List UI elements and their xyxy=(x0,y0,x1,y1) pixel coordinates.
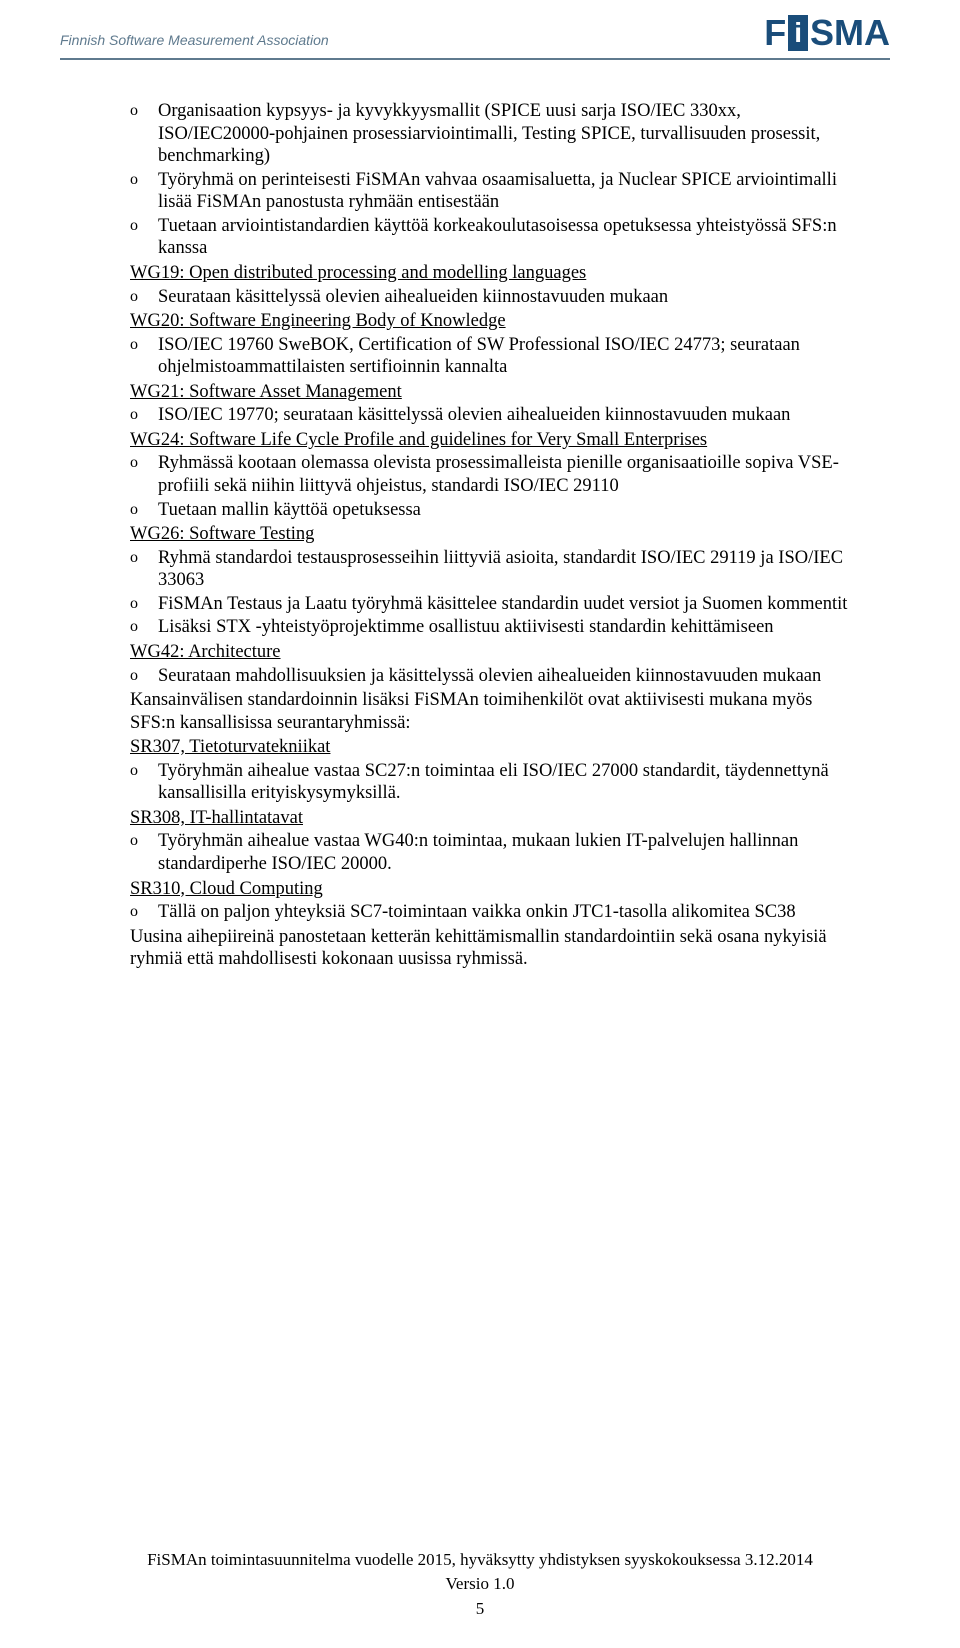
list-item: o Ryhmä standardoi testausprosesseihin l… xyxy=(130,547,850,592)
bullet-icon: o xyxy=(130,405,138,425)
item-text: FiSMAn Testaus ja Laatu työryhmä käsitte… xyxy=(158,594,847,614)
bullet-icon: o xyxy=(130,594,138,614)
bullet-icon: o xyxy=(130,453,138,473)
bullet-icon: o xyxy=(130,666,138,686)
bullet-icon: o xyxy=(130,831,138,851)
item-text: Tällä on paljon yhteyksiä SC7-toimintaan… xyxy=(158,902,796,922)
sr308-heading: SR308, IT-hallintatavat xyxy=(130,807,850,830)
paragraph: Uusina aihepiireinä panostetaan ketterän… xyxy=(130,926,850,971)
wg19-heading: WG19: Open distributed processing and mo… xyxy=(130,262,850,285)
item-text: Ryhmässä kootaan olemassa olevista prose… xyxy=(158,453,839,496)
header-divider xyxy=(60,58,890,60)
item-text: Työryhmän aihealue vastaa WG40:n toimint… xyxy=(158,831,798,874)
list-item: o Työryhmä on perinteisesti FiSMAn vahva… xyxy=(130,169,850,214)
bullet-icon: o xyxy=(130,500,138,520)
item-text: ISO/IEC 19760 SweBOK, Certification of S… xyxy=(158,335,800,378)
list-item: o Työryhmän aihealue vastaa WG40:n toimi… xyxy=(130,830,850,875)
page-footer: FiSMAn toimintasuunnitelma vuodelle 2015… xyxy=(0,1549,960,1620)
bullet-icon: o xyxy=(130,902,138,922)
list-item: o ISO/IEC 19760 SweBOK, Certification of… xyxy=(130,334,850,379)
page-number: 5 xyxy=(0,1598,960,1620)
wg21-heading: WG21: Software Asset Management xyxy=(130,381,850,404)
bullet-icon: o xyxy=(130,216,138,236)
item-text: Työryhmän aihealue vastaa SC27:n toimint… xyxy=(158,761,829,804)
logo: F i SMA xyxy=(764,12,890,54)
list-item: o Lisäksi STX -yhteistyöprojektimme osal… xyxy=(130,616,850,639)
list-item: o Työryhmän aihealue vastaa SC27:n toimi… xyxy=(130,760,850,805)
bullet-icon: o xyxy=(130,101,138,121)
document-body: o Organisaation kypsyys- ja kyvykkyysmal… xyxy=(0,90,960,971)
wg20-heading: WG20: Software Engineering Body of Knowl… xyxy=(130,310,850,333)
logo-i: i xyxy=(788,15,808,51)
bullet-icon: o xyxy=(130,335,138,355)
item-text: Seurataan käsittelyssä olevien aihealuei… xyxy=(158,287,668,307)
sr307-heading: SR307, Tietoturvatekniikat xyxy=(130,736,850,759)
list-item: o Tuetaan mallin käyttöä opetuksessa xyxy=(130,499,850,522)
org-name: Finnish Software Measurement Association xyxy=(60,32,329,48)
page-header: Finnish Software Measurement Association… xyxy=(0,0,960,90)
sr310-heading: SR310, Cloud Computing xyxy=(130,878,850,901)
item-text: Työryhmä on perinteisesti FiSMAn vahvaa … xyxy=(158,170,837,213)
wg26-heading: WG26: Software Testing xyxy=(130,523,850,546)
item-text: ISO/IEC 19770; seurataan käsittelyssä ol… xyxy=(158,405,790,425)
bullet-icon: o xyxy=(130,287,138,307)
list-item: o ISO/IEC 19770; seurataan käsittelyssä … xyxy=(130,404,850,427)
list-item: o Ryhmässä kootaan olemassa olevista pro… xyxy=(130,452,850,497)
item-text: Tuetaan arviointistandardien käyttöä kor… xyxy=(158,216,837,259)
bullet-icon: o xyxy=(130,170,138,190)
wg24-heading: WG24: Software Life Cycle Profile and gu… xyxy=(130,429,850,452)
logo-f: F xyxy=(764,12,786,54)
item-text: Tuetaan mallin käyttöä opetuksessa xyxy=(158,500,421,520)
list-item: o FiSMAn Testaus ja Laatu työryhmä käsit… xyxy=(130,593,850,616)
item-text: Organisaation kypsyys- ja kyvykkyysmalli… xyxy=(158,101,820,166)
list-item: o Seurataan mahdollisuuksien ja käsittel… xyxy=(130,665,850,688)
item-text: Lisäksi STX -yhteistyöprojektimme osalli… xyxy=(158,617,774,637)
list-item: o Organisaation kypsyys- ja kyvykkyysmal… xyxy=(130,100,850,168)
footer-line2: Versio 1.0 xyxy=(0,1573,960,1595)
item-text: Ryhmä standardoi testausprosesseihin lii… xyxy=(158,548,843,591)
wg42-heading: WG42: Architecture xyxy=(130,641,850,664)
bullet-icon: o xyxy=(130,548,138,568)
logo-sma: SMA xyxy=(810,12,890,54)
list-item: o Tuetaan arviointistandardien käyttöä k… xyxy=(130,215,850,260)
footer-line1: FiSMAn toimintasuunnitelma vuodelle 2015… xyxy=(0,1549,960,1571)
paragraph: Kansainvälisen standardoinnin lisäksi Fi… xyxy=(130,689,850,734)
list-item: o Seurataan käsittelyssä olevien aihealu… xyxy=(130,286,850,309)
item-text: Seurataan mahdollisuuksien ja käsittelys… xyxy=(158,666,821,686)
list-item: o Tällä on paljon yhteyksiä SC7-toiminta… xyxy=(130,901,850,924)
bullet-icon: o xyxy=(130,761,138,781)
bullet-icon: o xyxy=(130,617,138,637)
